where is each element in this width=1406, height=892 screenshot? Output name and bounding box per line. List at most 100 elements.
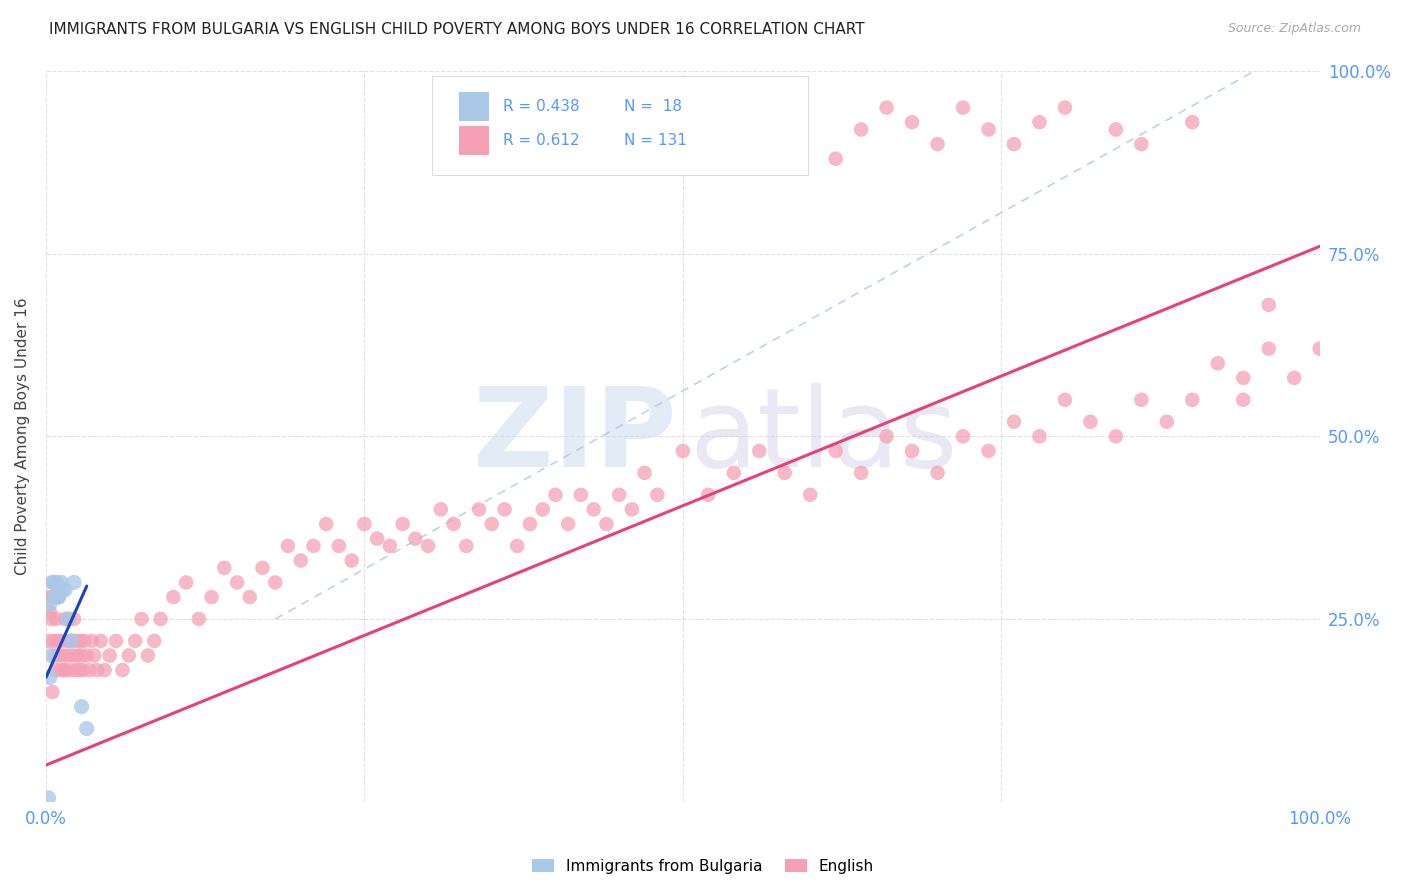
Point bbox=[76, 722, 98, 736]
Text: R = 0.438: R = 0.438 bbox=[503, 99, 579, 114]
Point bbox=[416, 539, 439, 553]
Point bbox=[53, 663, 76, 677]
Point bbox=[38, 791, 60, 805]
Point bbox=[456, 539, 478, 553]
Point bbox=[1130, 392, 1153, 407]
Point bbox=[1181, 392, 1204, 407]
Text: IMMIGRANTS FROM BULGARIA VS ENGLISH CHILD POVERTY AMONG BOYS UNDER 16 CORRELATIO: IMMIGRANTS FROM BULGARIA VS ENGLISH CHIL… bbox=[49, 22, 865, 37]
Point bbox=[214, 561, 236, 575]
Point bbox=[46, 633, 69, 648]
Point bbox=[901, 115, 924, 129]
Point bbox=[1282, 371, 1305, 385]
Point bbox=[430, 502, 453, 516]
Point bbox=[633, 466, 655, 480]
Point bbox=[77, 663, 100, 677]
Point bbox=[63, 612, 86, 626]
Point bbox=[131, 612, 153, 626]
Point bbox=[1232, 371, 1254, 385]
Point bbox=[1080, 415, 1102, 429]
Point bbox=[41, 590, 63, 604]
Point bbox=[952, 101, 974, 115]
Point bbox=[378, 539, 401, 553]
Point bbox=[824, 444, 846, 458]
Point bbox=[56, 648, 79, 663]
Point bbox=[105, 633, 128, 648]
Point bbox=[90, 633, 112, 648]
Point bbox=[481, 516, 503, 531]
Point bbox=[582, 502, 605, 516]
Point bbox=[38, 670, 60, 684]
Point bbox=[595, 516, 617, 531]
Point bbox=[901, 444, 924, 458]
FancyBboxPatch shape bbox=[458, 92, 489, 121]
Point bbox=[290, 553, 312, 567]
Point bbox=[366, 532, 388, 546]
Point bbox=[60, 633, 83, 648]
Point bbox=[799, 488, 821, 502]
Text: Source: ZipAtlas.com: Source: ZipAtlas.com bbox=[1227, 22, 1361, 36]
Point bbox=[876, 101, 898, 115]
Point bbox=[52, 663, 75, 677]
Point bbox=[98, 648, 121, 663]
Point bbox=[51, 582, 73, 597]
Point bbox=[264, 575, 287, 590]
Point bbox=[302, 539, 325, 553]
Point bbox=[76, 648, 98, 663]
Point bbox=[58, 612, 80, 626]
Point bbox=[849, 122, 872, 136]
Point bbox=[70, 699, 93, 714]
Point bbox=[773, 466, 796, 480]
Point bbox=[83, 648, 105, 663]
Point bbox=[39, 648, 62, 663]
Point bbox=[55, 633, 77, 648]
Point bbox=[607, 488, 630, 502]
Point bbox=[73, 633, 96, 648]
Point bbox=[65, 663, 87, 677]
Point bbox=[544, 488, 567, 502]
Point bbox=[48, 648, 70, 663]
Point bbox=[62, 648, 84, 663]
Point bbox=[44, 590, 66, 604]
Point bbox=[53, 612, 76, 626]
Point bbox=[927, 466, 949, 480]
Point bbox=[531, 502, 554, 516]
Point bbox=[1053, 101, 1076, 115]
Point bbox=[67, 663, 90, 677]
Text: R = 0.612: R = 0.612 bbox=[503, 133, 579, 148]
Point bbox=[46, 590, 69, 604]
Point bbox=[1002, 415, 1025, 429]
Point bbox=[42, 633, 65, 648]
Point bbox=[977, 444, 1000, 458]
Point bbox=[315, 516, 337, 531]
Point bbox=[60, 633, 83, 648]
Point bbox=[200, 590, 222, 604]
Point bbox=[277, 539, 299, 553]
Point bbox=[340, 553, 363, 567]
Point bbox=[174, 575, 197, 590]
Point bbox=[38, 633, 60, 648]
Point bbox=[519, 516, 541, 531]
Point bbox=[824, 152, 846, 166]
Point bbox=[38, 598, 60, 612]
Point bbox=[66, 648, 89, 663]
Point bbox=[239, 590, 262, 604]
Y-axis label: Child Poverty Among Boys Under 16: Child Poverty Among Boys Under 16 bbox=[15, 298, 30, 575]
Point bbox=[620, 502, 643, 516]
Point bbox=[1309, 342, 1331, 356]
Point bbox=[51, 575, 73, 590]
Text: atlas: atlas bbox=[689, 383, 957, 490]
Text: N = 131: N = 131 bbox=[624, 133, 688, 148]
Point bbox=[51, 648, 73, 663]
Point bbox=[723, 466, 745, 480]
Point bbox=[876, 429, 898, 443]
Point bbox=[41, 685, 63, 699]
Point bbox=[1257, 342, 1279, 356]
Point bbox=[1130, 137, 1153, 152]
FancyBboxPatch shape bbox=[432, 76, 807, 175]
Point bbox=[93, 663, 115, 677]
Point bbox=[51, 633, 73, 648]
Point bbox=[1002, 137, 1025, 152]
Point bbox=[42, 575, 65, 590]
Point bbox=[69, 633, 91, 648]
Point bbox=[1181, 115, 1204, 129]
